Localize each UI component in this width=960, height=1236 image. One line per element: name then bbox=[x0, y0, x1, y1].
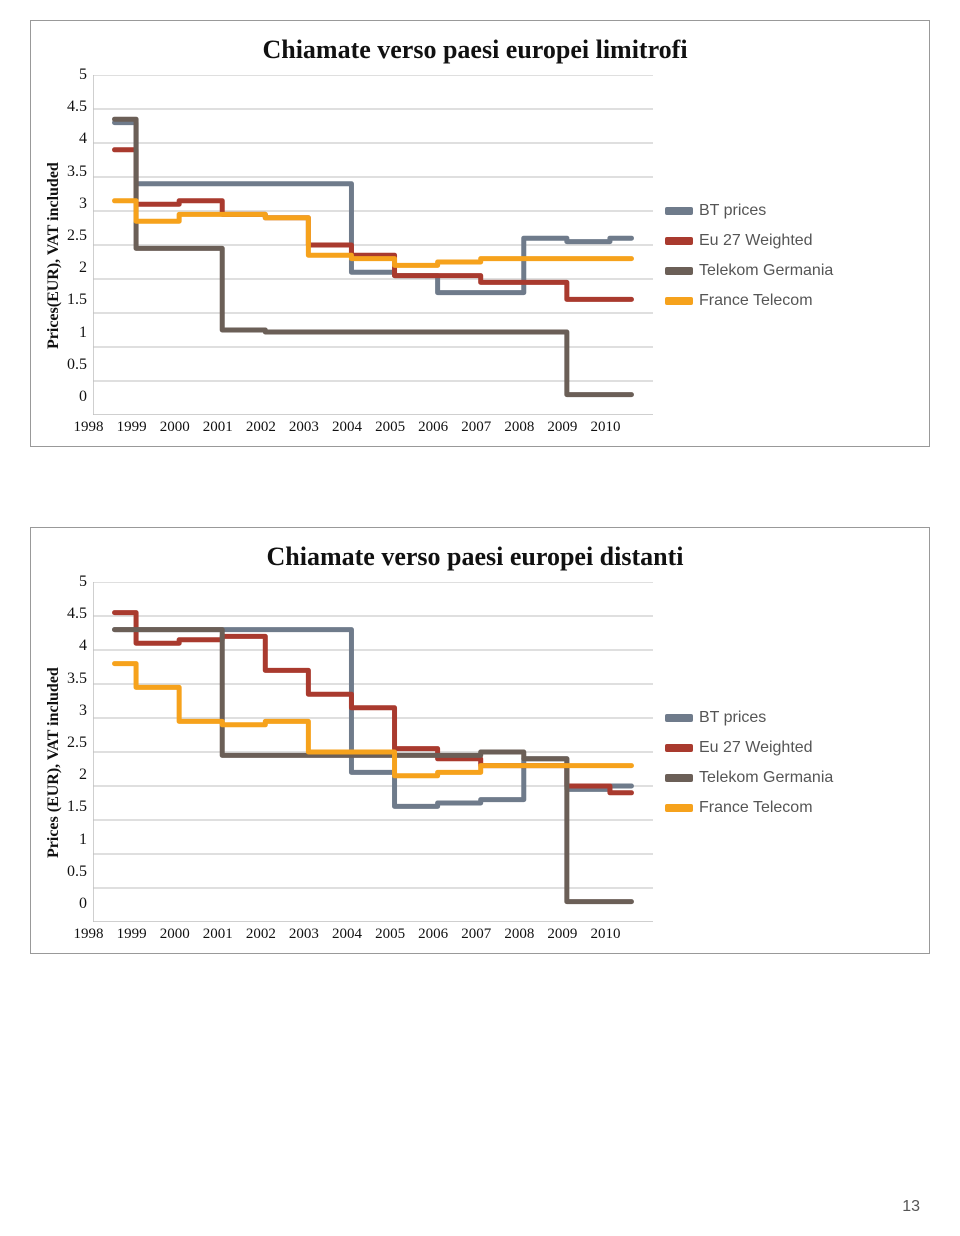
chart-title: Chiamate verso paesi europei limitrofi bbox=[41, 35, 909, 65]
legend-item: Telekom Germania bbox=[665, 262, 833, 280]
legend-swatch bbox=[665, 207, 693, 215]
plot-area bbox=[93, 582, 653, 922]
legend-label: Eu 27 Weighted bbox=[699, 739, 813, 757]
legend: BT prices Eu 27 Weighted Telekom Germania F… bbox=[653, 75, 833, 436]
x-tick-label: 2002 bbox=[239, 926, 282, 943]
legend: BT prices Eu 27 Weighted Telekom Germania F… bbox=[653, 582, 833, 943]
y-tick-label: 3 bbox=[79, 195, 87, 213]
y-tick-label: 3.5 bbox=[67, 670, 87, 688]
y-tick-label: 1.5 bbox=[67, 291, 87, 309]
y-tick-label: 2 bbox=[79, 766, 87, 784]
y-tick-label: 1.5 bbox=[67, 798, 87, 816]
legend-swatch bbox=[665, 804, 693, 812]
legend-label: France Telecom bbox=[699, 799, 813, 817]
legend-label: BT prices bbox=[699, 202, 766, 220]
x-tick-label: 2005 bbox=[369, 926, 412, 943]
x-tick-label: 2006 bbox=[412, 419, 455, 436]
chart-svg bbox=[93, 75, 653, 415]
x-ticks: 1998199920002001200220032004200520062007… bbox=[67, 419, 627, 436]
x-tick-label: 2001 bbox=[196, 419, 239, 436]
y-tick-label: 0.5 bbox=[67, 356, 87, 374]
x-tick-label: 1998 bbox=[67, 419, 110, 436]
legend-label: Telekom Germania bbox=[699, 769, 833, 787]
y-tick-label: 2.5 bbox=[67, 227, 87, 245]
legend-swatch bbox=[665, 774, 693, 782]
y-tick-label: 2 bbox=[79, 259, 87, 277]
y-tick-label: 0.5 bbox=[67, 863, 87, 881]
y-tick-label: 4.5 bbox=[67, 98, 87, 116]
y-tick-label: 1 bbox=[79, 324, 87, 342]
y-tick-label: 0 bbox=[79, 895, 87, 913]
legend-swatch bbox=[665, 744, 693, 752]
legend-item: Eu 27 Weighted bbox=[665, 739, 833, 757]
y-tick-label: 3.5 bbox=[67, 163, 87, 181]
x-ticks: 1998199920002001200220032004200520062007… bbox=[67, 926, 627, 943]
x-tick-label: 1999 bbox=[110, 419, 153, 436]
y-tick-label: 4.5 bbox=[67, 605, 87, 623]
x-tick-label: 2004 bbox=[325, 926, 368, 943]
x-tick-label: 2000 bbox=[153, 926, 196, 943]
legend-label: BT prices bbox=[699, 709, 766, 727]
legend-item: Eu 27 Weighted bbox=[665, 232, 833, 250]
x-tick-label: 2003 bbox=[282, 926, 325, 943]
chart-title: Chiamate verso paesi europei distanti bbox=[41, 542, 909, 572]
legend-swatch bbox=[665, 267, 693, 275]
chart-distanti: Chiamate verso paesi europei distanti Pr… bbox=[30, 527, 930, 954]
x-tick-label: 2001 bbox=[196, 926, 239, 943]
x-tick-label: 2009 bbox=[541, 926, 584, 943]
y-tick-label: 2.5 bbox=[67, 734, 87, 752]
x-tick-label: 2003 bbox=[282, 419, 325, 436]
x-tick-label: 2005 bbox=[369, 419, 412, 436]
x-tick-label: 2008 bbox=[498, 926, 541, 943]
y-tick-label: 3 bbox=[79, 702, 87, 720]
y-ticks: 5 4.5 4 3.5 3 2.5 2 1.5 1 0.5 0 bbox=[67, 573, 93, 913]
chart-limitrofi: Chiamate verso paesi europei limitrofi P… bbox=[30, 20, 930, 447]
legend-swatch bbox=[665, 714, 693, 722]
x-tick-label: 2010 bbox=[584, 926, 627, 943]
x-tick-label: 2007 bbox=[455, 926, 498, 943]
legend-item: Telekom Germania bbox=[665, 769, 833, 787]
y-tick-label: 4 bbox=[79, 637, 87, 655]
x-tick-label: 2009 bbox=[541, 419, 584, 436]
y-tick-label: 5 bbox=[79, 573, 87, 591]
y-axis-label: Prices (EUR), VAT included bbox=[41, 582, 67, 943]
legend-label: Eu 27 Weighted bbox=[699, 232, 813, 250]
x-tick-label: 2004 bbox=[325, 419, 368, 436]
legend-swatch bbox=[665, 237, 693, 245]
y-tick-label: 5 bbox=[79, 66, 87, 84]
y-tick-label: 4 bbox=[79, 130, 87, 148]
page-number: 13 bbox=[902, 1198, 920, 1216]
y-tick-label: 0 bbox=[79, 388, 87, 406]
legend-item: BT prices bbox=[665, 202, 833, 220]
x-tick-label: 2008 bbox=[498, 419, 541, 436]
legend-item: France Telecom bbox=[665, 799, 833, 817]
chart-svg bbox=[93, 582, 653, 922]
x-tick-label: 1999 bbox=[110, 926, 153, 943]
legend-item: BT prices bbox=[665, 709, 833, 727]
y-tick-label: 1 bbox=[79, 831, 87, 849]
plot-area bbox=[93, 75, 653, 415]
legend-label: France Telecom bbox=[699, 292, 813, 310]
x-tick-label: 2010 bbox=[584, 419, 627, 436]
y-ticks: 5 4.5 4 3.5 3 2.5 2 1.5 1 0.5 0 bbox=[67, 66, 93, 406]
x-tick-label: 2000 bbox=[153, 419, 196, 436]
legend-swatch bbox=[665, 297, 693, 305]
legend-item: France Telecom bbox=[665, 292, 833, 310]
y-axis-label: Prices(EUR), VAT included bbox=[41, 75, 67, 436]
legend-label: Telekom Germania bbox=[699, 262, 833, 280]
x-tick-label: 1998 bbox=[67, 926, 110, 943]
x-tick-label: 2002 bbox=[239, 419, 282, 436]
page: Chiamate verso paesi europei limitrofi P… bbox=[0, 0, 960, 1236]
x-tick-label: 2007 bbox=[455, 419, 498, 436]
x-tick-label: 2006 bbox=[412, 926, 455, 943]
